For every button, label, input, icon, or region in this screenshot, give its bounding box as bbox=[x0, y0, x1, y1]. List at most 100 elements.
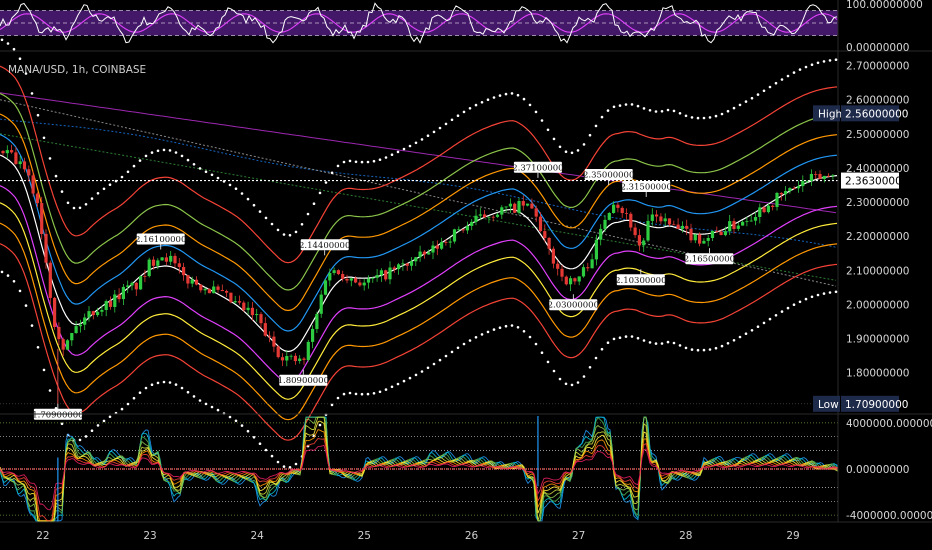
candle-body bbox=[543, 231, 547, 238]
envelope-dot bbox=[426, 134, 430, 137]
envelope-band bbox=[0, 222, 838, 421]
candle-body bbox=[749, 220, 753, 222]
high-tag: High 2.56000000 bbox=[813, 105, 908, 122]
envelope-dot bbox=[312, 202, 316, 205]
candle-body bbox=[57, 327, 61, 340]
candle-body bbox=[766, 205, 770, 213]
candle-body bbox=[822, 175, 826, 179]
envelope-dot bbox=[582, 143, 586, 146]
envelope-dot bbox=[738, 335, 742, 339]
time-tick-label: 27 bbox=[572, 530, 585, 542]
candle-body bbox=[272, 336, 276, 347]
envelope-dot bbox=[582, 375, 586, 378]
candle-body bbox=[375, 275, 379, 278]
price-tick-label: 2.20000000 bbox=[846, 231, 909, 243]
candle-body bbox=[676, 224, 680, 229]
envelope-dot bbox=[570, 383, 574, 387]
envelope-dot bbox=[42, 368, 46, 372]
envelope-dot bbox=[630, 335, 634, 338]
time-tick-label: 25 bbox=[358, 530, 371, 542]
envelope-dot bbox=[60, 190, 64, 193]
tag-value: 2.56000000 bbox=[845, 108, 908, 120]
tag-label-box bbox=[813, 105, 840, 122]
candle-body bbox=[741, 221, 745, 226]
candle-body bbox=[637, 235, 641, 246]
oscillator-line bbox=[0, 420, 839, 522]
envelope-dot bbox=[486, 330, 490, 334]
envelope-dot bbox=[282, 233, 286, 236]
candle-body bbox=[487, 216, 491, 218]
envelope-dot bbox=[192, 395, 196, 398]
envelope-dot bbox=[756, 93, 760, 96]
candle-body bbox=[483, 214, 487, 218]
candle-body bbox=[1, 150, 5, 154]
envelope-dot bbox=[48, 389, 52, 392]
candle-body bbox=[341, 274, 345, 279]
envelope-dot bbox=[798, 68, 802, 71]
envelope-dot bbox=[570, 151, 574, 155]
envelope-dot bbox=[804, 297, 808, 301]
envelope-dot bbox=[810, 63, 814, 66]
candle-body bbox=[702, 240, 706, 244]
candle-body bbox=[788, 188, 792, 191]
candle-body bbox=[517, 201, 521, 213]
candle-body bbox=[289, 355, 293, 357]
candle-body bbox=[414, 257, 418, 262]
envelope-dot bbox=[600, 347, 604, 351]
price-annotation: 2.16500000 bbox=[684, 248, 735, 265]
tag-label: Low bbox=[818, 399, 839, 411]
candle-body bbox=[577, 276, 581, 282]
candle-body bbox=[250, 307, 254, 316]
envelope-dot bbox=[648, 109, 652, 112]
price-tick-label: 2.10000000 bbox=[846, 265, 909, 277]
envelope-dot bbox=[768, 85, 772, 89]
envelope-dot bbox=[240, 192, 244, 195]
envelope-dot bbox=[360, 160, 364, 164]
envelope-dot bbox=[816, 293, 820, 297]
envelope-dot bbox=[462, 342, 466, 346]
envelope-dot bbox=[156, 381, 160, 385]
candle-body bbox=[427, 252, 431, 255]
envelope-dot bbox=[330, 403, 334, 407]
candle-body bbox=[556, 263, 560, 269]
envelope-dot bbox=[630, 103, 634, 106]
envelope-dot bbox=[414, 141, 418, 145]
candle-body bbox=[616, 204, 620, 208]
envelope-dot bbox=[726, 109, 730, 113]
envelope-dot bbox=[744, 332, 748, 336]
envelope-dot bbox=[678, 112, 682, 115]
envelope-dot bbox=[804, 65, 808, 69]
candle-body bbox=[672, 224, 676, 226]
envelope-dot bbox=[198, 167, 202, 170]
envelope-dot bbox=[252, 203, 256, 207]
candle-body bbox=[336, 270, 340, 275]
envelope-dot bbox=[576, 381, 580, 384]
envelope-dot bbox=[0, 38, 4, 42]
envelope-dot bbox=[288, 233, 292, 237]
envelope-dot bbox=[132, 396, 136, 400]
envelope-dot bbox=[270, 222, 274, 226]
candle-body bbox=[379, 270, 383, 276]
envelope-dot bbox=[396, 382, 400, 386]
candle-body bbox=[280, 357, 285, 361]
price-tick-label: 1.90000000 bbox=[846, 334, 909, 346]
envelope-dot bbox=[318, 423, 322, 427]
candle-body bbox=[650, 214, 654, 221]
envelope-dot bbox=[528, 335, 532, 339]
envelope-dot bbox=[306, 212, 310, 216]
envelope-dot bbox=[594, 124, 598, 128]
envelope-dot bbox=[768, 317, 772, 321]
candle-body bbox=[612, 204, 616, 213]
envelope-dot bbox=[246, 197, 250, 201]
envelope-dot bbox=[672, 341, 676, 345]
candle-body bbox=[31, 175, 35, 194]
envelope-dot bbox=[720, 112, 724, 116]
price-tick-label: 1.80000000 bbox=[846, 368, 909, 380]
annotation-label: 2.16100000 bbox=[135, 235, 186, 245]
envelope-dot bbox=[96, 192, 100, 195]
envelope-dot bbox=[72, 206, 76, 210]
envelope-dot bbox=[6, 274, 10, 277]
envelope-dot bbox=[210, 173, 214, 177]
envelope-dot bbox=[732, 339, 736, 342]
price-bands bbox=[0, 38, 838, 469]
